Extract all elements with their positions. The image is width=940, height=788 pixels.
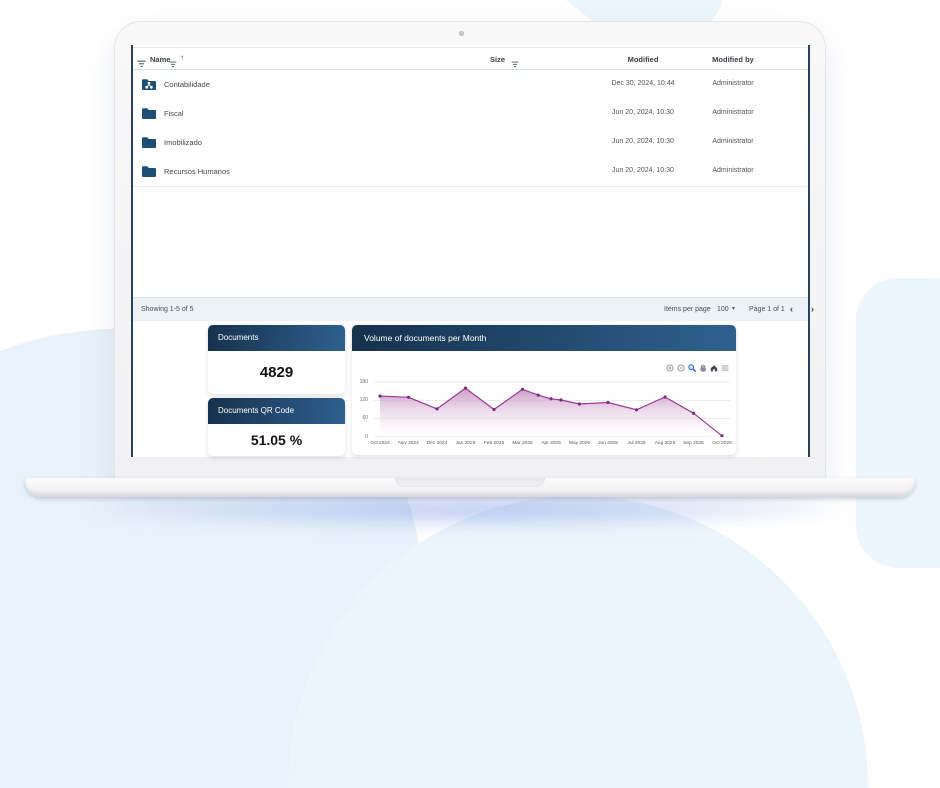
laptop-screen: Name ↑ Size Modified Modified by bbox=[115, 22, 825, 478]
x-tick-label: Mar 2025 bbox=[512, 441, 533, 446]
pagination-bar: Showing 1-5 of 5 Items per page 100 ▾ Pa… bbox=[133, 297, 814, 321]
folder-icon bbox=[141, 165, 157, 178]
y-tick-label: 180 bbox=[359, 378, 368, 385]
modified-by: Administrator bbox=[712, 138, 754, 145]
magnifier-zoom-tool-icon[interactable] bbox=[688, 364, 696, 372]
x-tick-label: Jul 2025 bbox=[627, 441, 646, 446]
x-tick-label: Feb 2025 bbox=[483, 441, 505, 446]
modified-date: Jun 20, 2024, 10:30 bbox=[612, 109, 674, 116]
modified-by: Administrator bbox=[712, 167, 754, 174]
chart-card-header: Volume of documents per Month bbox=[352, 325, 736, 351]
zoom-out-icon[interactable] bbox=[677, 364, 685, 372]
zoom-in-icon[interactable] bbox=[666, 364, 674, 372]
column-header-size[interactable]: Size bbox=[490, 55, 506, 64]
menu-icon[interactable] bbox=[721, 364, 729, 372]
x-tick-label: May 2025 bbox=[568, 441, 591, 446]
x-tick-label: Oct 2024 bbox=[370, 441, 390, 446]
size-filter-icon[interactable] bbox=[511, 55, 519, 73]
reset-home-icon[interactable] bbox=[710, 364, 718, 372]
workflow-folder-icon bbox=[141, 78, 157, 91]
x-tick-label: Jan 2025 bbox=[455, 441, 476, 446]
table-row[interactable]: Fiscal Jun 20, 2024, 10:30 Administrator bbox=[133, 99, 808, 129]
filter-icon[interactable] bbox=[137, 55, 146, 73]
items-per-page-dropdown-icon[interactable]: ▾ bbox=[732, 306, 736, 312]
table-row[interactable]: Contabilidade Dec 30, 2024, 10:44 Admini… bbox=[133, 70, 808, 100]
webcam-dot-icon bbox=[459, 31, 464, 36]
modified-by: Administrator bbox=[712, 109, 754, 116]
modified-date: Dec 30, 2024, 10:44 bbox=[611, 80, 675, 87]
page-status-label: Page 1 of 1 bbox=[749, 306, 785, 313]
background-blob-right bbox=[856, 278, 940, 568]
items-per-page-value[interactable]: 100 bbox=[717, 306, 729, 313]
documents-card-header: Documents bbox=[208, 325, 345, 351]
laptop-base-notch bbox=[395, 478, 545, 487]
documents-qr-card-header: Documents QR Code bbox=[208, 398, 345, 424]
name-filter-icon[interactable] bbox=[169, 55, 177, 73]
column-header-modified[interactable]: Modified bbox=[627, 55, 659, 64]
x-tick-label: Jun 2025 bbox=[598, 441, 618, 446]
documents-count-value: 4829 bbox=[259, 364, 294, 381]
table-row[interactable]: Recursos Humanos Jun 20, 2024, 10:30 Adm… bbox=[133, 157, 808, 187]
x-tick-label: Dec 2024 bbox=[426, 441, 448, 446]
folder-name[interactable]: Imobilizado bbox=[164, 138, 202, 147]
y-tick-label: 0 bbox=[365, 433, 368, 440]
app-window: Name ↑ Size Modified Modified by bbox=[131, 45, 814, 457]
laptop-base bbox=[25, 478, 915, 497]
x-tick-label: Nov 2024 bbox=[398, 441, 419, 446]
column-header-name[interactable]: Name bbox=[150, 55, 171, 64]
documents-qr-percent-value: 51.05 % bbox=[250, 432, 303, 448]
volume-chart-svg[interactable] bbox=[374, 377, 730, 437]
folder-icon bbox=[141, 107, 157, 120]
previous-page-button[interactable]: ‹ bbox=[790, 304, 793, 314]
column-header-modified-by[interactable]: Modified by bbox=[712, 55, 754, 64]
modified-by: Administrator bbox=[712, 80, 754, 87]
y-tick-label: 120 bbox=[359, 396, 368, 403]
next-page-button[interactable]: › bbox=[811, 304, 814, 314]
modified-date: Jun 20, 2024, 10:30 bbox=[612, 167, 674, 174]
documents-qr-card-body: 51.05 % bbox=[208, 424, 345, 456]
items-per-page-label: Items per page bbox=[664, 306, 711, 313]
folder-name[interactable]: Contabilidade bbox=[164, 80, 210, 89]
folder-icon bbox=[141, 136, 157, 149]
modified-date: Jun 20, 2024, 10:30 bbox=[612, 138, 674, 145]
table-header-row: Name ↑ Size Modified Modified by bbox=[133, 47, 808, 70]
x-tick-label: Sep 2025 bbox=[683, 441, 704, 446]
volume-chart-card: 180 120 60 0 Oct 2024 Nov 2024 Dec 2024 Jan 20… bbox=[352, 351, 736, 455]
pan-hand-icon[interactable] bbox=[699, 364, 707, 372]
folder-name[interactable]: Recursos Humanos bbox=[164, 167, 230, 176]
chart-toolbar bbox=[666, 364, 729, 372]
folder-name[interactable]: Fiscal bbox=[164, 109, 184, 118]
x-tick-label: Oct 2025 bbox=[712, 441, 732, 446]
table-row[interactable]: Imobilizado Jun 20, 2024, 10:30 Administ… bbox=[133, 128, 808, 158]
documents-card-body: 4829 bbox=[208, 351, 345, 394]
x-tick-label: Aug 2025 bbox=[654, 441, 676, 446]
showing-range-label: Showing 1-5 of 5 bbox=[141, 306, 194, 313]
sort-ascending-icon[interactable]: ↑ bbox=[180, 53, 184, 62]
x-tick-label: Apr 2025 bbox=[541, 441, 561, 446]
y-tick-label: 60 bbox=[362, 415, 368, 422]
